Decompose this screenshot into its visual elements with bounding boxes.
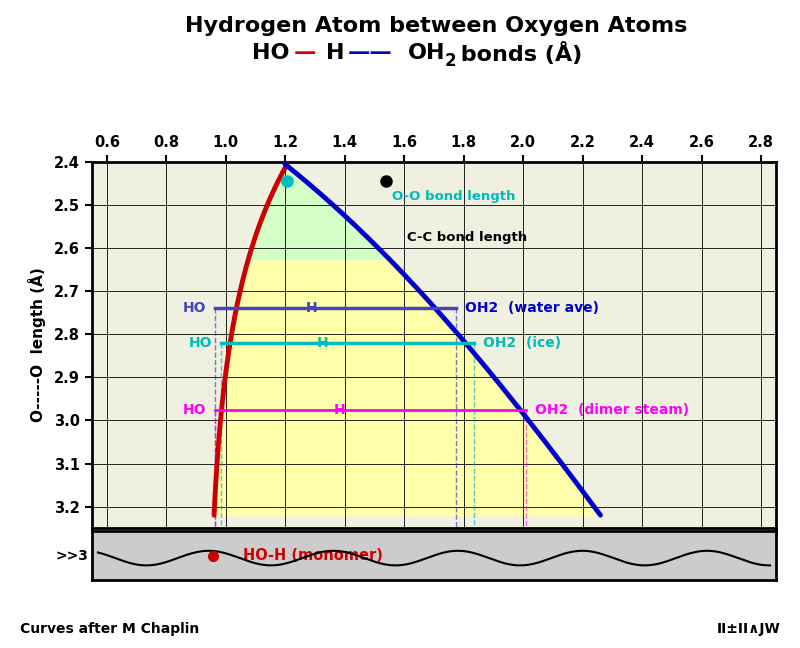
Text: OH2  (ice): OH2 (ice): [483, 336, 561, 350]
Text: HO: HO: [252, 43, 290, 63]
Text: C-C bond length: C-C bond length: [407, 231, 527, 244]
Text: Curves after M Chaplin: Curves after M Chaplin: [20, 622, 199, 636]
Text: OH: OH: [408, 43, 446, 63]
Text: H: H: [317, 336, 328, 350]
Text: HO: HO: [183, 403, 206, 417]
Text: ——: ——: [348, 43, 393, 63]
Text: O-O bond length: O-O bond length: [392, 190, 516, 203]
Text: OH2  (water ave): OH2 (water ave): [466, 301, 599, 316]
Text: HO: HO: [189, 336, 213, 350]
Text: 2: 2: [445, 52, 457, 70]
Y-axis label: O-----O  length (Å): O-----O length (Å): [28, 268, 46, 422]
Text: II±II∧JW: II±II∧JW: [716, 622, 780, 636]
Text: OH2  (dimer steam): OH2 (dimer steam): [535, 403, 690, 417]
Text: H: H: [306, 301, 318, 316]
Text: bonds (Å): bonds (Å): [453, 41, 582, 65]
Text: H: H: [334, 403, 346, 417]
Text: HO-H (monomer): HO-H (monomer): [243, 548, 383, 563]
Text: >>3: >>3: [55, 549, 88, 562]
Text: Hydrogen Atom between Oxygen Atoms: Hydrogen Atom between Oxygen Atoms: [185, 16, 687, 36]
Text: HO: HO: [183, 301, 206, 316]
Text: H: H: [326, 43, 345, 63]
Text: —: —: [294, 43, 316, 63]
